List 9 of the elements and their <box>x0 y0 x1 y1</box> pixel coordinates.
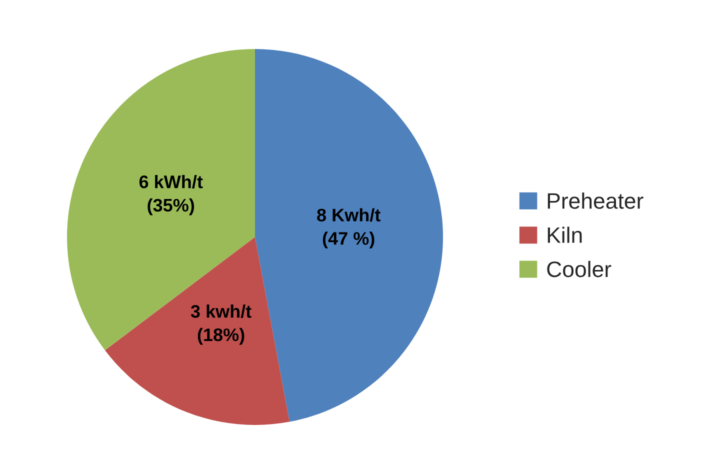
pie-slice <box>67 49 255 350</box>
pie-slice <box>104 237 290 425</box>
legend-label: Cooler <box>547 260 612 278</box>
data-label: 8 Kwh/t (47 %) <box>317 208 380 248</box>
pie-slice <box>255 49 443 422</box>
data-label: 6 kWh/t (35%) <box>139 175 203 216</box>
legend-label: Kiln <box>548 226 582 243</box>
legend-label: Preheater <box>548 192 644 209</box>
data-label: 3 kwh/t (18%) <box>190 304 252 345</box>
